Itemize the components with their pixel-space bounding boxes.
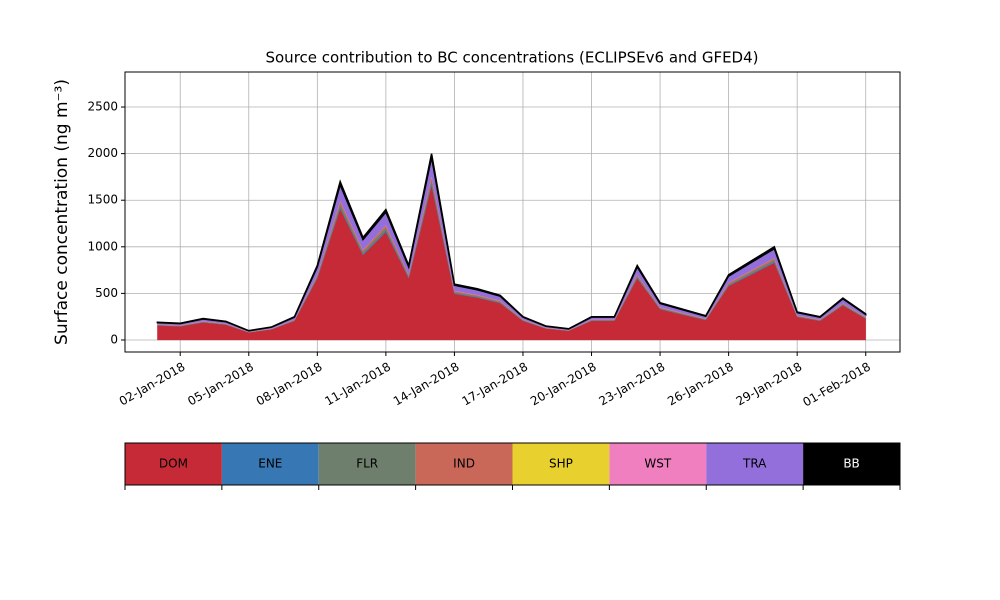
legend-swatch: [318, 443, 416, 485]
x-tick-label: 02-Jan-2018: [117, 360, 188, 409]
legend-label: TRA: [742, 457, 767, 471]
legend-frame: [124, 442, 901, 486]
legend-swatch: [125, 443, 222, 485]
x-tick-label: 01-Feb-2018: [800, 360, 873, 410]
area: [156, 153, 867, 332]
legend-label: DOM: [159, 457, 188, 471]
chart-title: Source contribution to BC concentrations…: [265, 49, 758, 67]
x-tick-label: 29-Jan-2018: [734, 360, 805, 409]
x-tick-label: 23-Jan-2018: [597, 360, 668, 409]
legend-swatch: [221, 443, 319, 485]
plot-frame: [124, 71, 901, 353]
y-tick-label: 1500: [87, 193, 118, 207]
x-tick-label: 11-Jan-2018: [322, 360, 393, 409]
y-axis-label: Surface concentration (ng m⁻³): [52, 79, 72, 345]
y-tick-label: 500: [95, 286, 118, 300]
y-tick-label: 0: [110, 332, 118, 346]
legend-swatch: [609, 443, 707, 485]
legend-swatch: [706, 443, 804, 485]
x-tick-label: 05-Jan-2018: [185, 360, 256, 409]
legend-label: FLR: [356, 457, 378, 471]
y-tick-label: 1000: [87, 239, 118, 253]
legend-label: SHP: [549, 457, 573, 471]
legend-label: ENE: [258, 457, 282, 471]
x-tick-label: 17-Jan-2018: [459, 360, 530, 409]
legend-swatch: [415, 443, 513, 485]
legend-swatch: [803, 443, 900, 485]
x-tick-label: 20-Jan-2018: [528, 360, 599, 409]
legend-swatch: [512, 443, 610, 485]
legend-label: IND: [453, 457, 475, 471]
x-tick-label: 08-Jan-2018: [254, 360, 325, 409]
x-tick-label: 26-Jan-2018: [665, 360, 736, 409]
legend-label: BB: [843, 457, 859, 471]
y-tick-label: 2500: [87, 100, 118, 114]
y-tick-label: 2000: [87, 146, 118, 160]
legend-label: WST: [644, 457, 671, 471]
x-tick-label: 14-Jan-2018: [391, 360, 462, 409]
